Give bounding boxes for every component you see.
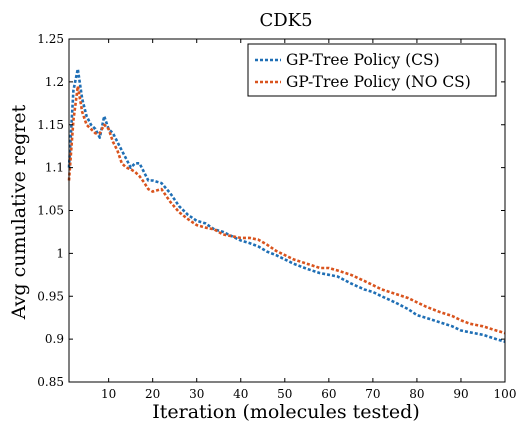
y-tick-label: 0.95 [37,289,64,303]
x-tick-label: 70 [365,387,380,401]
chart-title: CDK5 [259,10,312,31]
y-tick-label: 1.2 [45,75,64,89]
legend-label-1: GP-Tree Policy (CS) [286,51,440,69]
x-tick-label: 10 [101,387,116,401]
plot-area [67,67,506,343]
y-axis-title: Avg cumulative regret [8,104,30,320]
y-tick-label: 1.1 [45,161,64,175]
series-line-1 [67,67,506,343]
x-axis-title: Iteration (molecules tested) [152,401,419,423]
y-tick-label: 0.85 [37,375,64,389]
x-tick-label: 60 [321,387,336,401]
x-tick-label: 80 [409,387,424,401]
y-tick-label: 1 [56,246,64,260]
y-tick-label: 1.05 [37,204,64,218]
x-tick-label: 50 [277,387,292,401]
series-line-2 [67,84,506,335]
y-tick-label: 1.25 [37,32,64,46]
x-tick-label: 100 [494,387,517,401]
y-tick-label: 0.9 [45,332,64,346]
x-tick-label: 20 [145,387,160,401]
legend-label-2: GP-Tree Policy (NO CS) [286,73,471,91]
axes: 10 20 30 40 50 60 70 80 90 100 0.85 0.9 0.95 1 1.05 1.1… [37,32,516,401]
y-tick-label: 1.15 [37,118,64,132]
legend-box [247,43,497,97]
x-tick-label: 30 [189,387,204,401]
legend: GP-Tree Policy (CS) GP-Tree Policy (NO CS… [247,43,497,97]
x-tick-label: 90 [453,387,468,401]
x-tick-label: 40 [233,387,248,401]
